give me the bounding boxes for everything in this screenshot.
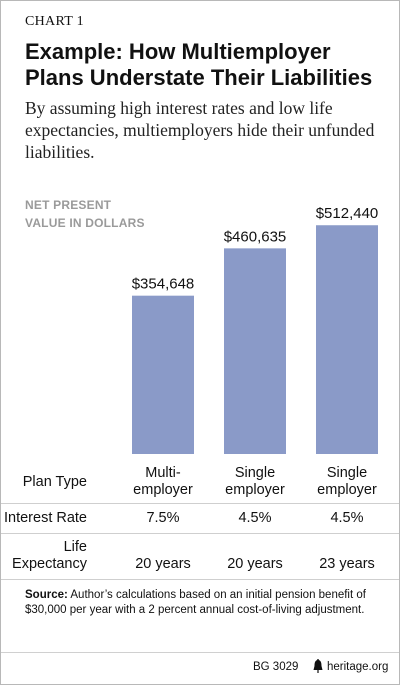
- row-label-line: Expectancy: [12, 556, 87, 572]
- y-axis-label-line: NET PRESENT: [25, 198, 112, 212]
- table-cell-line: 4.5%: [330, 510, 364, 526]
- table-row: Life Expectancy 20 years 20 years 23 years: [1, 533, 399, 580]
- table-cell-line: 20 years: [135, 556, 191, 572]
- table-cell-line: employer: [133, 482, 193, 498]
- table-cell-line: 23 years: [319, 556, 375, 572]
- source-text: Author’s calculations based on an initia…: [25, 589, 366, 616]
- source-label: Source:: [25, 589, 68, 601]
- row-label: Life Expectancy: [12, 539, 87, 573]
- table-cell: 4.5%: [210, 510, 300, 527]
- chart-title: Example: How Multiemployer Plans Underst…: [25, 39, 373, 90]
- table-cell-line: employer: [225, 482, 285, 498]
- source-note: Source: Author’s calculations based on a…: [25, 588, 380, 618]
- row-label: Plan Type: [23, 474, 87, 491]
- table-cell: Single employer: [210, 465, 300, 499]
- chart-kicker: CHART 1: [25, 14, 84, 29]
- footer: BG 3029 heritage.org: [1, 652, 399, 673]
- bar-1: [132, 295, 194, 454]
- liberty-bell-icon: [313, 659, 323, 673]
- y-axis-label-line: VALUE IN DOLLARS: [25, 216, 145, 230]
- table-cell-line: 4.5%: [238, 510, 272, 526]
- row-label: Interest Rate: [4, 510, 87, 527]
- bar-2: [224, 248, 286, 454]
- table-cell-line: Single: [326, 465, 368, 481]
- bar-value-label: $460,635: [224, 228, 287, 245]
- table-cell: 20 years: [210, 556, 300, 573]
- table-cell: 20 years: [118, 556, 208, 573]
- table-cell-line: employer: [317, 482, 377, 498]
- table-cell: Single employer: [302, 465, 392, 499]
- bar-chart: $354,648 $460,635 $512,440: [132, 205, 379, 454]
- table-row: Interest Rate 7.5% 4.5% 4.5%: [1, 503, 399, 534]
- publication-code: BG 3029: [253, 661, 299, 673]
- table-cell-line: 20 years: [227, 556, 283, 572]
- row-label-line: Plan Type: [22, 474, 87, 490]
- table-cell: Multi-employer: [118, 465, 208, 499]
- site-name: heritage.org: [327, 661, 389, 673]
- table-cell-line: Multi-: [145, 465, 181, 481]
- row-label-line: Interest Rate: [3, 510, 87, 526]
- y-axis-label: NET PRESENT VALUE IN DOLLARS: [25, 196, 145, 232]
- chart-subtitle: By assuming high interest rates and low …: [25, 98, 375, 162]
- bar-value-label: $512,440: [316, 205, 379, 222]
- table-cell: 7.5%: [118, 510, 208, 527]
- bar-3: [316, 225, 378, 454]
- table-row: Plan Type Multi-employer Single employer Sin…: [1, 461, 399, 504]
- table-cell: 23 years: [302, 556, 392, 573]
- bar-value-label: $354,648: [132, 276, 195, 293]
- table-cell-line: Single: [234, 465, 276, 481]
- row-label-line: Life: [63, 539, 87, 555]
- table-cell-line: 7.5%: [146, 510, 180, 526]
- table-cell: 4.5%: [302, 510, 392, 527]
